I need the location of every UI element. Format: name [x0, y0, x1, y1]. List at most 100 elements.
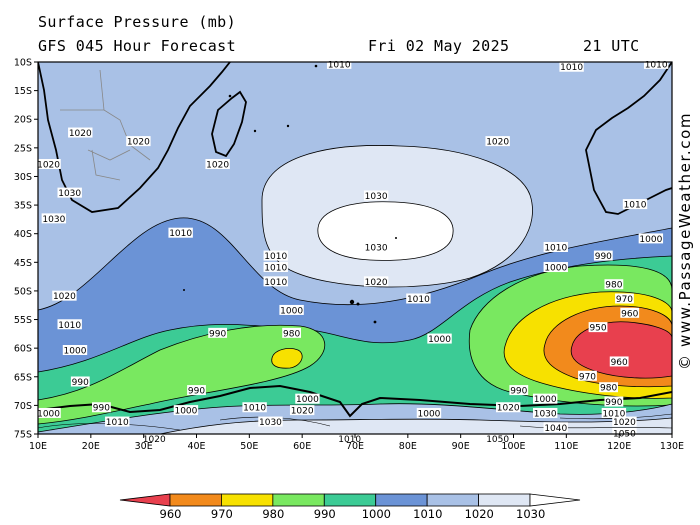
contour-label: 970 — [579, 372, 596, 382]
contour-label: 1010 — [602, 409, 625, 419]
contour-label: 990 — [595, 252, 612, 262]
contour-label-bg — [599, 382, 618, 393]
contour-label-bg — [187, 385, 206, 396]
contour-label: 1030 — [42, 215, 65, 225]
contour-label: 960 — [611, 358, 628, 368]
legend-swatch — [221, 493, 274, 507]
contour-label-bg — [485, 433, 510, 444]
forecast-label: GFS 045 Hour Forecast — [38, 37, 237, 55]
lon-label: 10E — [29, 441, 47, 452]
contour-label: 1010 — [328, 60, 351, 70]
contour-label-bg — [615, 293, 634, 304]
contour-label: 1000 — [639, 235, 662, 245]
contour-label-bg — [363, 242, 389, 252]
contour-label: 950 — [589, 324, 606, 334]
contour-label-bg — [36, 407, 61, 418]
contour-label: 1020 — [143, 435, 166, 445]
contour-label: 1000 — [428, 335, 451, 345]
contour-label-bg — [326, 58, 352, 69]
contour-label: 1030 — [534, 409, 557, 419]
legend-level-label: 1010 — [413, 507, 443, 521]
contour-label: 970 — [616, 295, 633, 305]
contour-label-bg — [168, 227, 193, 238]
lat-label: 40S — [14, 229, 32, 240]
contour-label-bg — [509, 385, 529, 396]
lat-label: 35S — [14, 201, 32, 212]
contour-label-bg — [208, 327, 228, 338]
contour-label: 980 — [283, 329, 300, 339]
contour-label-bg — [485, 136, 510, 147]
contour-label-bg — [36, 159, 61, 170]
contour-label: 990 — [605, 398, 622, 408]
longitude-axis: 10E 20E 30E 40E 50E 60E 70E 80E 90E 100E 110E 120E 1… — [29, 434, 684, 452]
contour-label-bg — [263, 250, 288, 261]
contour-label-bg — [406, 293, 431, 304]
lat-label: 10S — [14, 58, 32, 69]
legend-swatch — [478, 493, 531, 507]
lat-label: 20S — [14, 115, 32, 126]
legend-level-label: 960 — [159, 507, 182, 521]
contour-label: 1010 — [264, 252, 287, 262]
legend-level-label: 1020 — [464, 507, 494, 521]
contour-label: 1040 — [544, 424, 567, 434]
contour-label-bg — [68, 127, 93, 138]
contour-label: 1010 — [624, 201, 647, 211]
contour-label-bg — [620, 307, 640, 318]
contour-label-bg — [242, 402, 267, 413]
pressure-legend — [119, 493, 581, 507]
contour-label-bg — [258, 416, 283, 427]
legend-level-label: 970 — [210, 507, 233, 521]
contour-label: 1020 — [613, 418, 636, 428]
contour-label-bg — [622, 199, 648, 210]
lon-label: 60E — [293, 441, 311, 452]
contour-label-bg — [604, 396, 624, 407]
contour-label-bg — [533, 393, 558, 404]
lon-label: 90E — [452, 441, 470, 452]
lon-label: 100E — [501, 441, 525, 452]
contour-label-bg — [593, 250, 613, 261]
contour-label-bg — [533, 407, 558, 418]
contour-label-bg — [363, 190, 389, 201]
legend-level-label: 1000 — [361, 507, 391, 521]
latitude-axis: 10S 15S 20S 25S 30S 35S 40S 45S 50S 55S 60S 65S 70S 7… — [14, 58, 38, 441]
contour-label: 1020 — [206, 161, 229, 171]
contour-label-bg — [105, 416, 130, 427]
contour-label: 1000 — [418, 409, 441, 419]
band-above-1030 — [317, 201, 454, 261]
contour-label: 1010 — [338, 435, 361, 445]
contour-label-bg — [142, 433, 167, 444]
contour-label: 1020 — [127, 138, 150, 148]
contour-label: 1010 — [243, 404, 266, 414]
contour-label: 1050 — [486, 435, 509, 445]
lat-label: 45S — [14, 258, 32, 269]
contour-label: 1000 — [544, 264, 567, 274]
lat-label: 30S — [14, 172, 32, 183]
contour-label-bg — [126, 136, 151, 147]
legend-swatch — [272, 493, 325, 507]
contour-label-bg — [588, 322, 608, 333]
contour-label: 1030 — [365, 244, 388, 254]
pressure-field — [38, 62, 672, 434]
contour-label-bg — [612, 428, 637, 438]
contour-label: 1020 — [69, 129, 92, 139]
contour-label-bg — [496, 402, 521, 413]
lat-label: 50S — [14, 286, 32, 297]
contour-label: 990 — [510, 387, 527, 397]
lon-label: 70E — [346, 441, 364, 452]
contour-label: 1020 — [291, 407, 314, 417]
lon-label: 110E — [554, 441, 578, 452]
contour-label: 990 — [93, 404, 110, 414]
band-980-990 — [38, 324, 326, 425]
legend-level-label: 1030 — [516, 507, 546, 521]
contour-label-bg — [643, 58, 669, 69]
contour-label-bg — [57, 319, 82, 330]
lon-label: 30E — [135, 441, 153, 452]
islands — [183, 64, 397, 324]
contour-label: 1000 — [280, 306, 303, 316]
lon-label: 130E — [660, 441, 684, 452]
contour-label: 1010 — [544, 244, 567, 254]
legend-swatch — [426, 493, 479, 507]
lat-label: 15S — [14, 86, 32, 97]
